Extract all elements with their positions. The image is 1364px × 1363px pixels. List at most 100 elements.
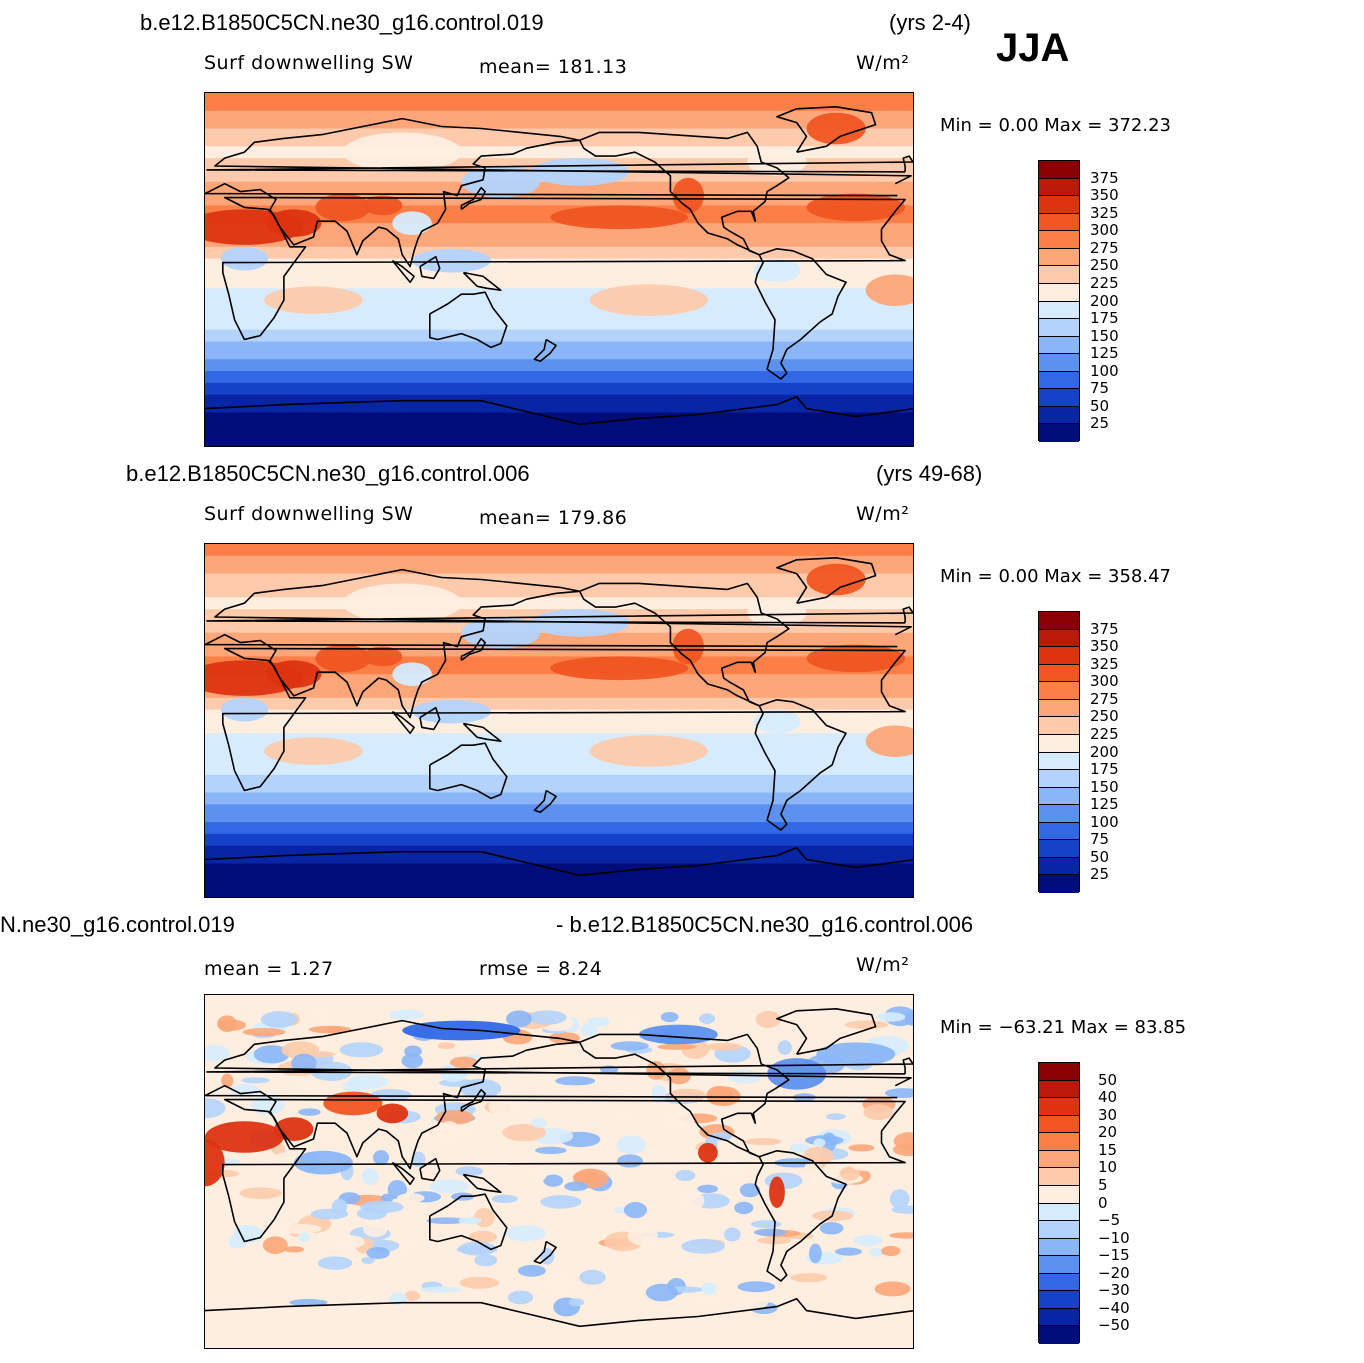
colorbar-tick-label: 350 [1090,637,1119,656]
zonal-band [205,857,913,864]
field-region [665,1111,696,1129]
zonal-band [205,869,913,876]
field-region [435,1110,474,1125]
field-region [610,1041,649,1051]
panel1-mean: mean= 181.13 [479,56,628,78]
colorbar-tick-label: −30 [1098,1281,1130,1300]
coastline [578,582,790,707]
colorbar-swatch [1039,682,1079,700]
coastline [206,155,913,173]
field-region [260,1011,298,1028]
zonal-band [205,579,913,586]
field-region [893,1132,913,1151]
colorbar-swatch [1039,1308,1079,1327]
field-region [339,1042,384,1058]
field-region [342,1080,365,1096]
field-region [701,1282,717,1295]
field-region [616,1110,632,1123]
coastline [429,742,508,800]
field-region [651,1084,667,1104]
coastline [462,1173,502,1193]
colorbar-tick-label: −40 [1098,1298,1130,1317]
colorbar-swatch [1039,248,1079,267]
colorbar-swatch [1039,301,1079,320]
field-region [230,1083,260,1098]
zonal-band [205,246,913,254]
field-region [809,1243,822,1264]
colorbar-swatch [1039,196,1079,214]
field-region [550,656,689,681]
colorbar-tick-label: 50 [1098,1070,1118,1089]
zonal-band [205,406,913,413]
coastline [214,568,912,636]
field-region [716,1165,749,1177]
field-region [889,1232,913,1239]
field-region [806,193,906,222]
colorbar-tick-label: 275 [1090,689,1119,708]
zonal-band [205,697,913,705]
zonal-band [205,317,913,325]
field-region [437,1042,456,1050]
zonal-band [205,632,913,640]
colorbar-swatch [1039,664,1079,683]
zonal-band [205,798,913,805]
field-region [848,1144,875,1152]
zonal-band [205,181,913,189]
zonal-band [205,597,913,604]
coastline [462,722,502,742]
field-region [459,1276,500,1289]
field-region [825,1113,846,1120]
field-region [623,1018,640,1028]
coastline [462,271,502,291]
zonal-band [205,804,913,811]
colorbar-tick-label: 100 [1090,361,1119,380]
colorbar-tick-label: 0 [1098,1193,1108,1212]
field-region [747,599,807,627]
zonal-band [205,311,913,319]
field-region [429,1179,470,1194]
zonal-band [205,347,913,354]
field-region [458,1216,482,1225]
field-region [241,1077,270,1084]
field-region [504,1225,547,1242]
zonal-band [205,128,913,135]
field-region [709,1132,733,1141]
colorbar-tick-label: 350 [1090,186,1119,205]
field-region [589,284,708,316]
colorbar-tick-label: 225 [1090,273,1119,292]
colorbar-swatch [1039,231,1079,249]
zonal-band [205,282,913,289]
colorbar-tick-label: 50 [1090,847,1110,866]
field-region [697,1293,720,1305]
zonal-band [205,110,913,118]
zonal-band [205,786,913,793]
zonal-band [205,329,913,337]
field-region [851,1161,888,1172]
colorbar-tick-label: 200 [1090,291,1119,310]
field-region [723,1227,741,1242]
zonal-band [205,152,913,159]
coastline [776,557,877,604]
field-region [474,1254,498,1267]
zonal-band [205,638,913,646]
field-region [680,1190,705,1211]
field-region [660,1011,679,1023]
field-region [326,1026,343,1034]
colorbar-swatch [1039,1273,1079,1292]
colorbar-swatch [1039,1063,1079,1081]
season-label: JJA [996,26,1070,70]
colorbar-tick-label: 250 [1090,707,1119,726]
field-region [564,1181,589,1192]
coastline [391,259,415,284]
field-region [438,1200,475,1219]
coastline [578,1033,790,1158]
zonal-band [205,371,913,378]
colorbar-tick-label: 10 [1098,1158,1118,1177]
coastline [754,699,847,831]
zonal-band [205,93,913,100]
colorbar-tick-label: 275 [1090,238,1119,257]
field-region [698,1142,718,1163]
colorbar-swatch [1039,266,1079,284]
zonal-band [205,276,913,283]
field-region [409,1082,440,1092]
